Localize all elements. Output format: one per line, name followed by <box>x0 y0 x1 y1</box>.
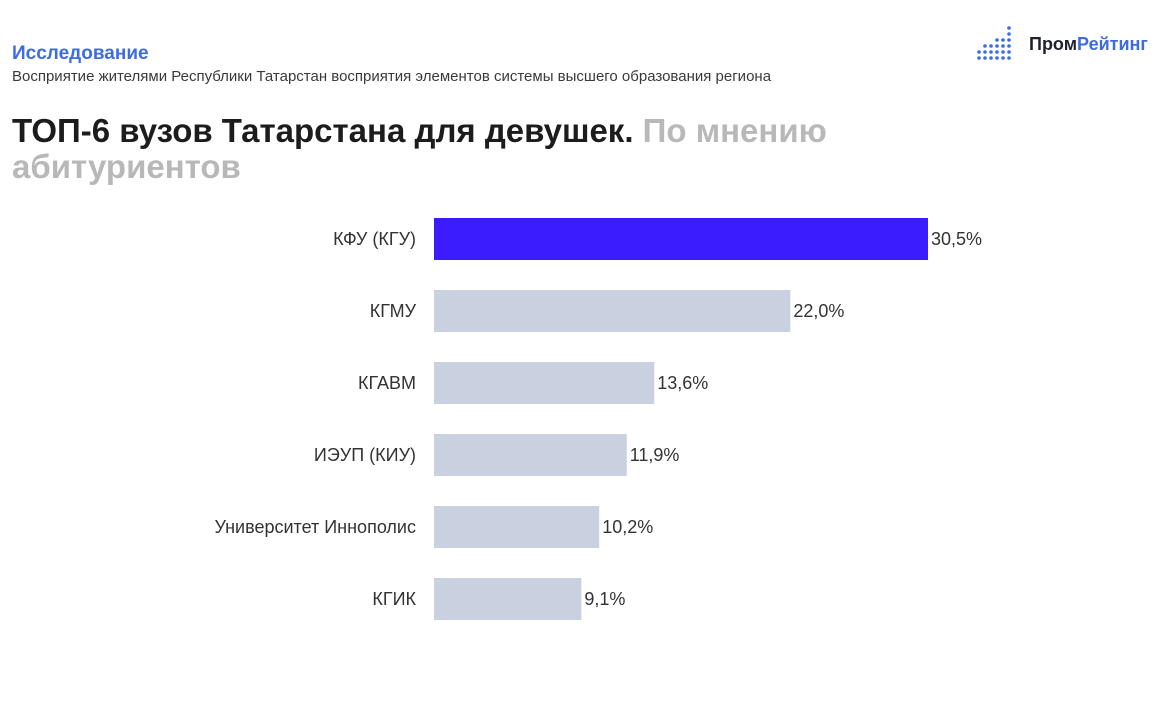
chart-title-muted: По мнению абитуриентов <box>12 112 827 185</box>
value-label: 9,1% <box>584 589 625 609</box>
bar-1 <box>434 290 791 332</box>
category-label: КГМУ <box>370 301 417 321</box>
bar-dots-logo-icon <box>977 26 1011 60</box>
value-label: 13,6% <box>657 373 708 393</box>
category-label: КГИК <box>372 589 416 609</box>
category-label: КФУ (КГУ) <box>333 229 416 249</box>
category-label: ИЭУП (КИУ) <box>314 445 416 465</box>
bar-2 <box>434 362 655 404</box>
logo-text-accent: Рейтинг <box>1077 33 1148 54</box>
bar-3 <box>434 434 627 476</box>
study-kicker: Исследование <box>12 43 149 64</box>
value-label: 22,0% <box>793 301 844 321</box>
bar-0 <box>434 218 928 260</box>
category-label: Университет Иннополис <box>214 517 416 537</box>
chart-title: ТОП-6 вузов Татарстана для девушек. По м… <box>12 113 1012 185</box>
logo-text: ПромРейтинг <box>1029 34 1148 55</box>
brand-logo: ПромРейтинг <box>977 26 1148 62</box>
bar-4 <box>434 506 600 548</box>
category-label: КГАВМ <box>358 373 416 393</box>
value-label: 10,2% <box>602 517 653 537</box>
logo-text-prefix: Пром <box>1029 33 1078 54</box>
value-label: 11,9% <box>630 445 680 465</box>
value-label: 30,5% <box>931 229 982 249</box>
bar-5 <box>434 578 582 620</box>
chart-title-main: ТОП-6 вузов Татарстана для девушек. <box>12 112 634 149</box>
study-subtitle: Восприятие жителями Республики Татарстан… <box>12 68 772 85</box>
